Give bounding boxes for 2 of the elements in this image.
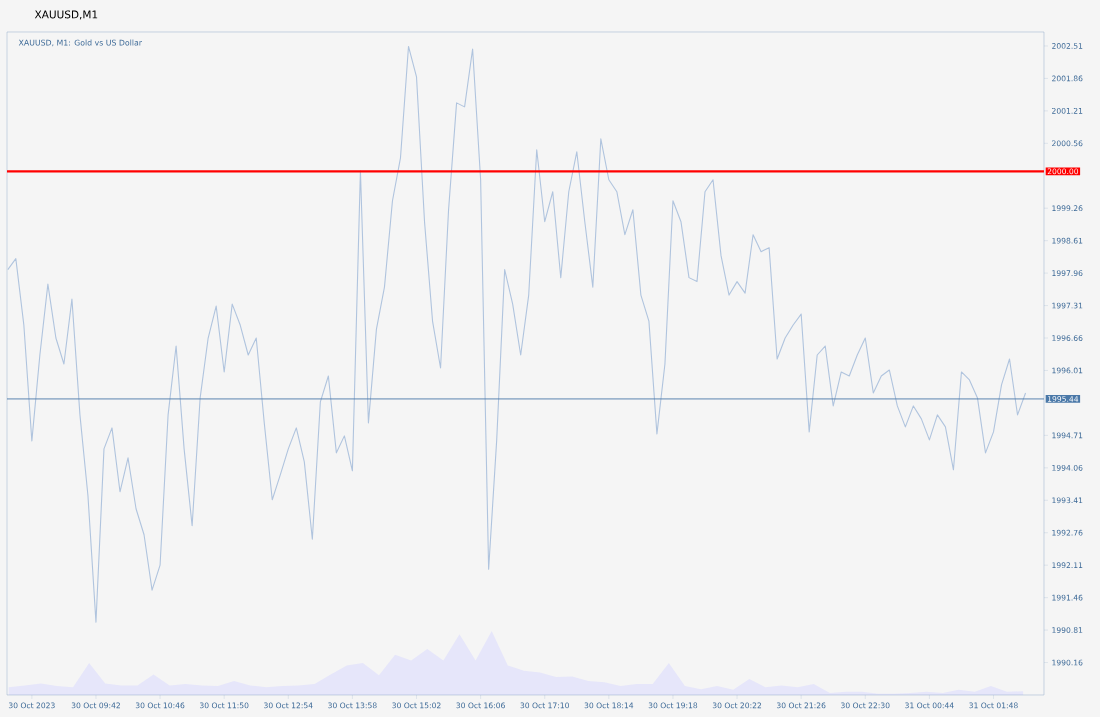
chart-title: XAUUSD,M1 <box>34 10 98 20</box>
line-series <box>7 45 1027 623</box>
